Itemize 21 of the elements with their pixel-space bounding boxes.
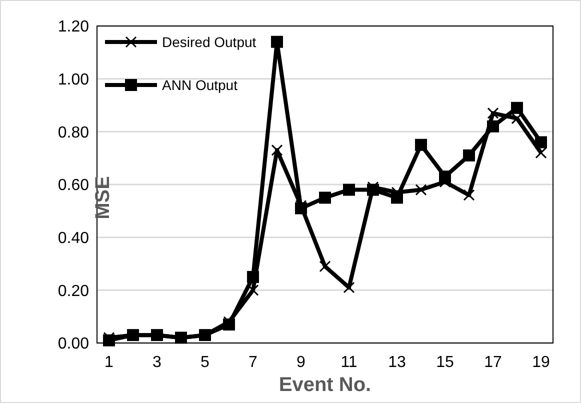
x-tick-label: 7 (248, 354, 258, 371)
x-tick-label: 1 (104, 354, 114, 371)
x-tick-label: 19 (532, 354, 550, 371)
x-tick-label: 3 (152, 354, 162, 371)
x-tick-label: 15 (436, 354, 454, 371)
x-tick-label: 13 (388, 354, 406, 371)
y-tick-label: 0.00 (58, 336, 90, 353)
legend-label: Desired Output (162, 34, 256, 50)
y-tick-label: 1.20 (58, 18, 90, 36)
x-tick-label: 17 (484, 354, 502, 371)
x-axis-title: Event No. (278, 374, 372, 396)
x-tick-label: 9 (296, 354, 306, 371)
x-tick-label: 5 (200, 354, 210, 371)
y-tick-label: 0.40 (58, 230, 90, 247)
y-tick-label: 0.20 (58, 282, 90, 300)
y-tick-label: 0.80 (58, 124, 90, 142)
y-tick-label: 0.60 (58, 177, 90, 194)
y-axis-title: MSE (92, 176, 114, 220)
y-tick-label: 1.00 (58, 71, 90, 88)
x-tick-label: 11 (340, 354, 358, 371)
legend-label: ANN Output (162, 76, 238, 93)
